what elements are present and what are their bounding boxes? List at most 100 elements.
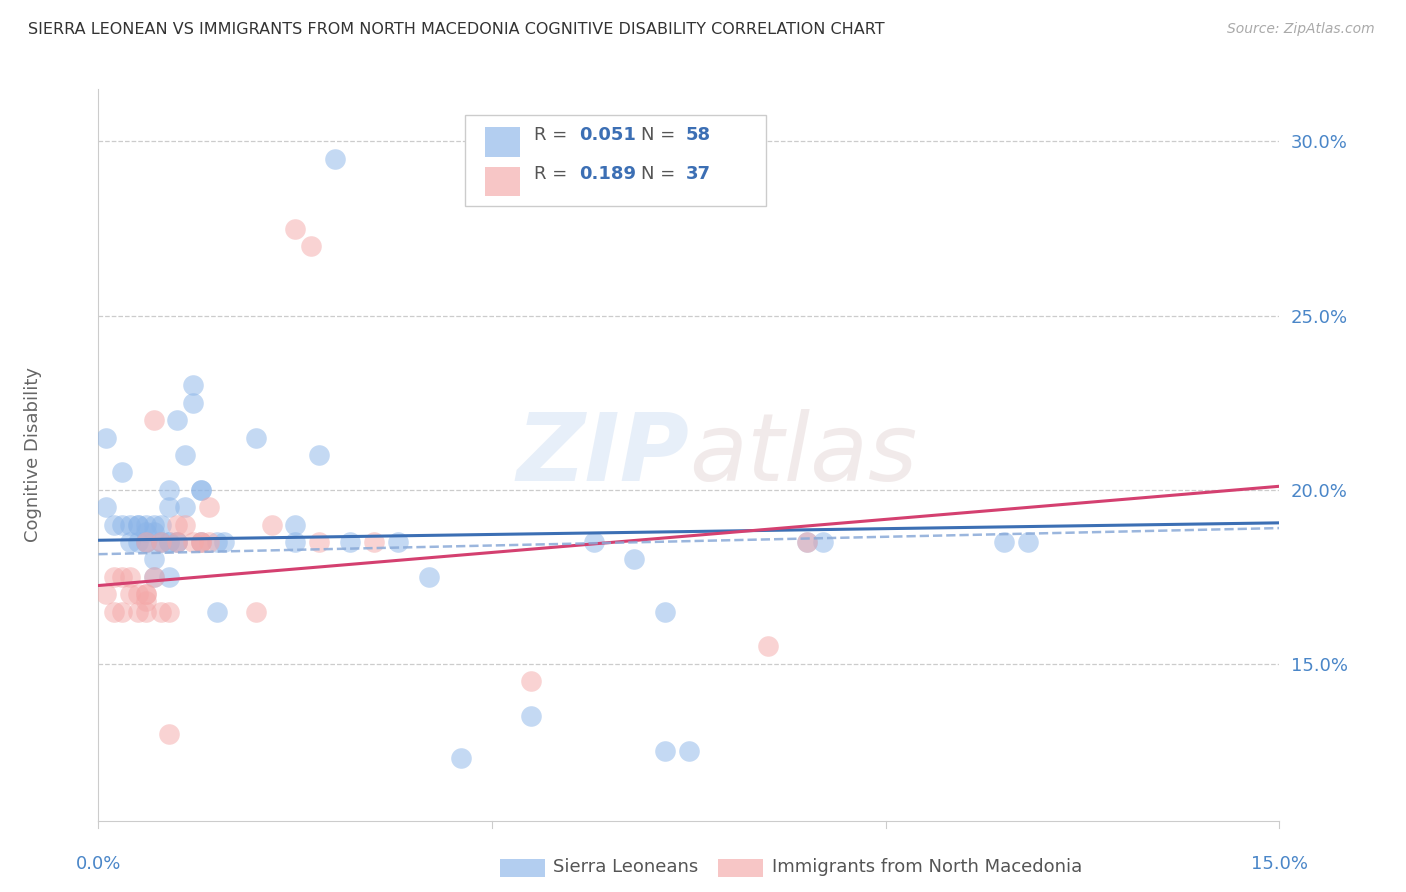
Point: [181, 535, 204, 549]
Point: [142, 570, 165, 584]
Point: [142, 552, 165, 566]
Point: [135, 524, 157, 539]
Point: [135, 535, 157, 549]
Point: [157, 483, 180, 497]
Text: 0.189: 0.189: [579, 165, 636, 183]
Point: [190, 535, 212, 549]
Text: Cognitive Disability: Cognitive Disability: [24, 368, 42, 542]
Point: [96, 587, 118, 601]
Point: [993, 535, 1015, 549]
Point: [111, 466, 134, 480]
Point: [135, 587, 157, 601]
Point: [142, 413, 165, 427]
Point: [166, 535, 188, 549]
Point: [190, 535, 212, 549]
Point: [118, 535, 141, 549]
Point: [284, 535, 307, 549]
Point: [103, 570, 125, 584]
Point: [339, 535, 361, 549]
Point: [157, 570, 180, 584]
Point: [174, 500, 197, 515]
Point: [157, 726, 180, 740]
Point: [157, 605, 180, 619]
Text: SIERRA LEONEAN VS IMMIGRANTS FROM NORTH MACEDONIA COGNITIVE DISABILITY CORRELATI: SIERRA LEONEAN VS IMMIGRANTS FROM NORTH …: [28, 22, 884, 37]
Point: [245, 430, 267, 444]
Point: [150, 535, 173, 549]
Point: [323, 152, 346, 166]
Point: [127, 517, 149, 532]
Point: [245, 605, 267, 619]
Point: [796, 535, 818, 549]
Point: [623, 552, 645, 566]
Point: [111, 605, 134, 619]
Point: [127, 587, 149, 601]
Point: [1017, 535, 1039, 549]
FancyBboxPatch shape: [464, 115, 766, 206]
Text: 37: 37: [685, 165, 710, 183]
Point: [127, 605, 149, 619]
Point: [520, 709, 543, 723]
FancyBboxPatch shape: [501, 859, 546, 877]
Point: [387, 535, 409, 549]
Point: [260, 517, 283, 532]
Text: R =: R =: [534, 165, 574, 183]
Text: N =: N =: [641, 126, 681, 144]
Point: [157, 535, 180, 549]
Text: ZIP: ZIP: [516, 409, 689, 501]
FancyBboxPatch shape: [485, 128, 520, 157]
Point: [135, 517, 157, 532]
Point: [157, 500, 180, 515]
Point: [166, 535, 188, 549]
Point: [205, 605, 228, 619]
Point: [284, 221, 307, 235]
Point: [308, 535, 330, 549]
Point: [181, 395, 204, 409]
Point: [166, 535, 188, 549]
FancyBboxPatch shape: [718, 859, 763, 877]
Text: N =: N =: [641, 165, 681, 183]
Point: [190, 483, 212, 497]
Point: [363, 535, 385, 549]
Point: [118, 587, 141, 601]
Point: [756, 640, 779, 654]
Point: [190, 483, 212, 497]
Point: [174, 448, 197, 462]
Point: [157, 535, 180, 549]
Point: [135, 605, 157, 619]
Point: [796, 535, 818, 549]
Point: [127, 535, 149, 549]
Text: Source: ZipAtlas.com: Source: ZipAtlas.com: [1227, 22, 1375, 37]
Point: [135, 587, 157, 601]
Point: [654, 744, 676, 758]
Point: [181, 378, 204, 392]
Point: [142, 570, 165, 584]
Point: [142, 517, 165, 532]
Point: [103, 605, 125, 619]
Point: [96, 500, 118, 515]
Point: [135, 535, 157, 549]
Text: Sierra Leoneans: Sierra Leoneans: [553, 858, 699, 876]
Text: R =: R =: [534, 126, 574, 144]
Point: [118, 517, 141, 532]
Point: [150, 605, 173, 619]
FancyBboxPatch shape: [485, 167, 520, 196]
Text: 0.051: 0.051: [579, 126, 636, 144]
Point: [197, 500, 219, 515]
Point: [118, 570, 141, 584]
Text: atlas: atlas: [689, 409, 917, 500]
Point: [174, 517, 197, 532]
Point: [418, 570, 440, 584]
Text: Immigrants from North Macedonia: Immigrants from North Macedonia: [772, 858, 1081, 876]
Point: [150, 517, 173, 532]
Text: 15.0%: 15.0%: [1251, 855, 1308, 873]
Point: [520, 674, 543, 689]
Point: [103, 517, 125, 532]
Point: [678, 744, 700, 758]
Point: [654, 605, 676, 619]
Point: [150, 535, 173, 549]
Point: [150, 535, 173, 549]
Point: [583, 535, 606, 549]
Point: [214, 535, 236, 549]
Point: [135, 535, 157, 549]
Point: [450, 751, 472, 765]
